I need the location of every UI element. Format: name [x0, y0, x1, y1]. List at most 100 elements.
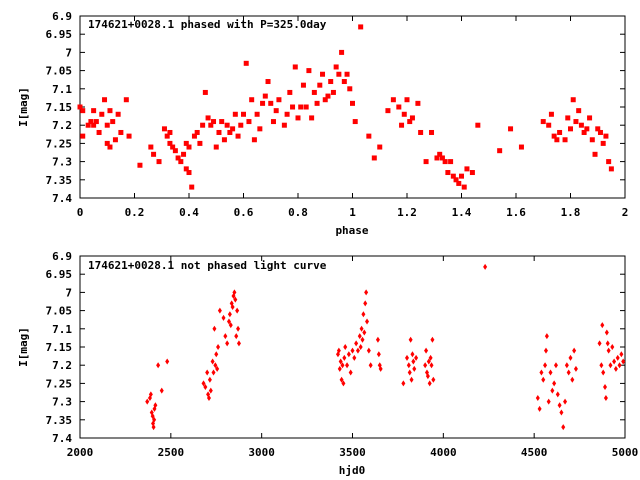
- data-point: [186, 144, 192, 150]
- data-point: [233, 296, 238, 303]
- y-tick-label: 7.25: [46, 137, 73, 150]
- data-point: [408, 336, 413, 343]
- data-point: [572, 347, 577, 354]
- data-point: [584, 126, 590, 132]
- data-point: [551, 133, 557, 139]
- data-point: [290, 104, 296, 110]
- x-tick-label: 4000: [430, 446, 457, 459]
- data-point: [508, 126, 514, 132]
- data-point: [363, 300, 368, 307]
- data-point: [605, 340, 610, 347]
- data-point: [215, 365, 220, 372]
- x-tick-group: 0 0.2 0.4 0.6 0.8 1 1.2 1.4 1.6 1.8 2: [77, 16, 628, 219]
- y-tick-label: 7.25: [46, 377, 73, 390]
- x-tick-label: 5000: [612, 446, 639, 459]
- data-point: [167, 129, 173, 135]
- data-point: [456, 180, 462, 186]
- y-tick-label: 7.15: [46, 101, 73, 114]
- data-point: [396, 104, 402, 110]
- data-point: [191, 133, 197, 139]
- data-point: [562, 137, 568, 143]
- data-point: [148, 391, 153, 398]
- data-point: [407, 369, 412, 376]
- data-point: [581, 129, 587, 135]
- x-tick-label: 2000: [67, 446, 94, 459]
- data-point: [314, 100, 320, 106]
- data-point: [236, 325, 241, 332]
- data-point: [197, 140, 203, 146]
- data-point: [518, 144, 524, 150]
- data-point: [546, 398, 551, 405]
- data-point: [425, 373, 430, 380]
- data-point: [385, 108, 391, 114]
- data-point: [442, 159, 448, 165]
- y-tick-label: 7.4: [52, 192, 72, 205]
- data-point: [342, 354, 347, 361]
- data-point: [606, 347, 611, 354]
- data-point: [206, 394, 211, 401]
- data-point: [368, 362, 373, 369]
- data-point: [366, 347, 371, 354]
- data-point: [156, 362, 161, 369]
- data-point: [227, 311, 232, 318]
- data-point: [104, 140, 110, 146]
- data-point: [570, 376, 575, 383]
- x-tick-label: 4500: [521, 446, 548, 459]
- data-point: [281, 122, 287, 128]
- data-point: [234, 333, 239, 340]
- data-point: [573, 119, 579, 125]
- data-point: [553, 362, 558, 369]
- data-point: [270, 119, 276, 125]
- data-point: [336, 71, 342, 77]
- data-point: [88, 119, 94, 125]
- data-point: [362, 329, 367, 336]
- data-point: [612, 358, 617, 365]
- data-point: [354, 340, 359, 347]
- data-point: [576, 108, 582, 114]
- data-point: [96, 129, 102, 135]
- data-point: [350, 100, 355, 106]
- x-tick-group: 2000 2500 3000 3500 4000 4500 5000: [67, 256, 639, 459]
- data-point: [348, 369, 353, 376]
- data-point: [375, 336, 380, 343]
- data-point: [148, 144, 154, 150]
- y-axis-label: I[mag]: [17, 327, 30, 367]
- data-point: [91, 108, 97, 114]
- data-point: [355, 347, 360, 354]
- y-tick-label: 6.9: [52, 250, 72, 263]
- data-point: [409, 115, 415, 121]
- data-point: [423, 159, 429, 165]
- data-point: [427, 380, 432, 387]
- data-point: [621, 358, 626, 365]
- data-point: [564, 362, 569, 369]
- data-point: [566, 369, 571, 376]
- data-point: [608, 166, 614, 172]
- data-point: [600, 322, 605, 329]
- data-point: [405, 354, 409, 361]
- data-point: [439, 155, 445, 161]
- data-point: [409, 376, 414, 383]
- x-tick-label: 1.8: [561, 206, 581, 219]
- unphased-light-curve-chart: 6.9 6.95 7 7.05 7.1 7.15 7.2 7.25 7.3 7.35 7.4 200…: [17, 250, 638, 477]
- data-point: [345, 362, 350, 369]
- y-tick-label: 6.9: [52, 10, 72, 23]
- y-tick-label: 7.35: [46, 414, 73, 427]
- data-point: [415, 100, 421, 106]
- data-point: [568, 126, 573, 132]
- x-tick-label: 3500: [339, 446, 366, 459]
- data-point: [543, 347, 548, 354]
- data-point: [552, 380, 557, 387]
- data-point: [401, 380, 406, 387]
- data-point: [213, 362, 218, 369]
- data-point: [183, 140, 189, 146]
- data-point: [411, 358, 416, 365]
- data-point: [615, 354, 620, 361]
- data-point: [317, 82, 323, 88]
- data-point: [597, 340, 602, 347]
- data-point: [423, 362, 428, 369]
- data-point: [219, 119, 225, 125]
- data-point: [210, 358, 215, 365]
- data-point: [330, 89, 336, 95]
- data-point: [453, 177, 459, 183]
